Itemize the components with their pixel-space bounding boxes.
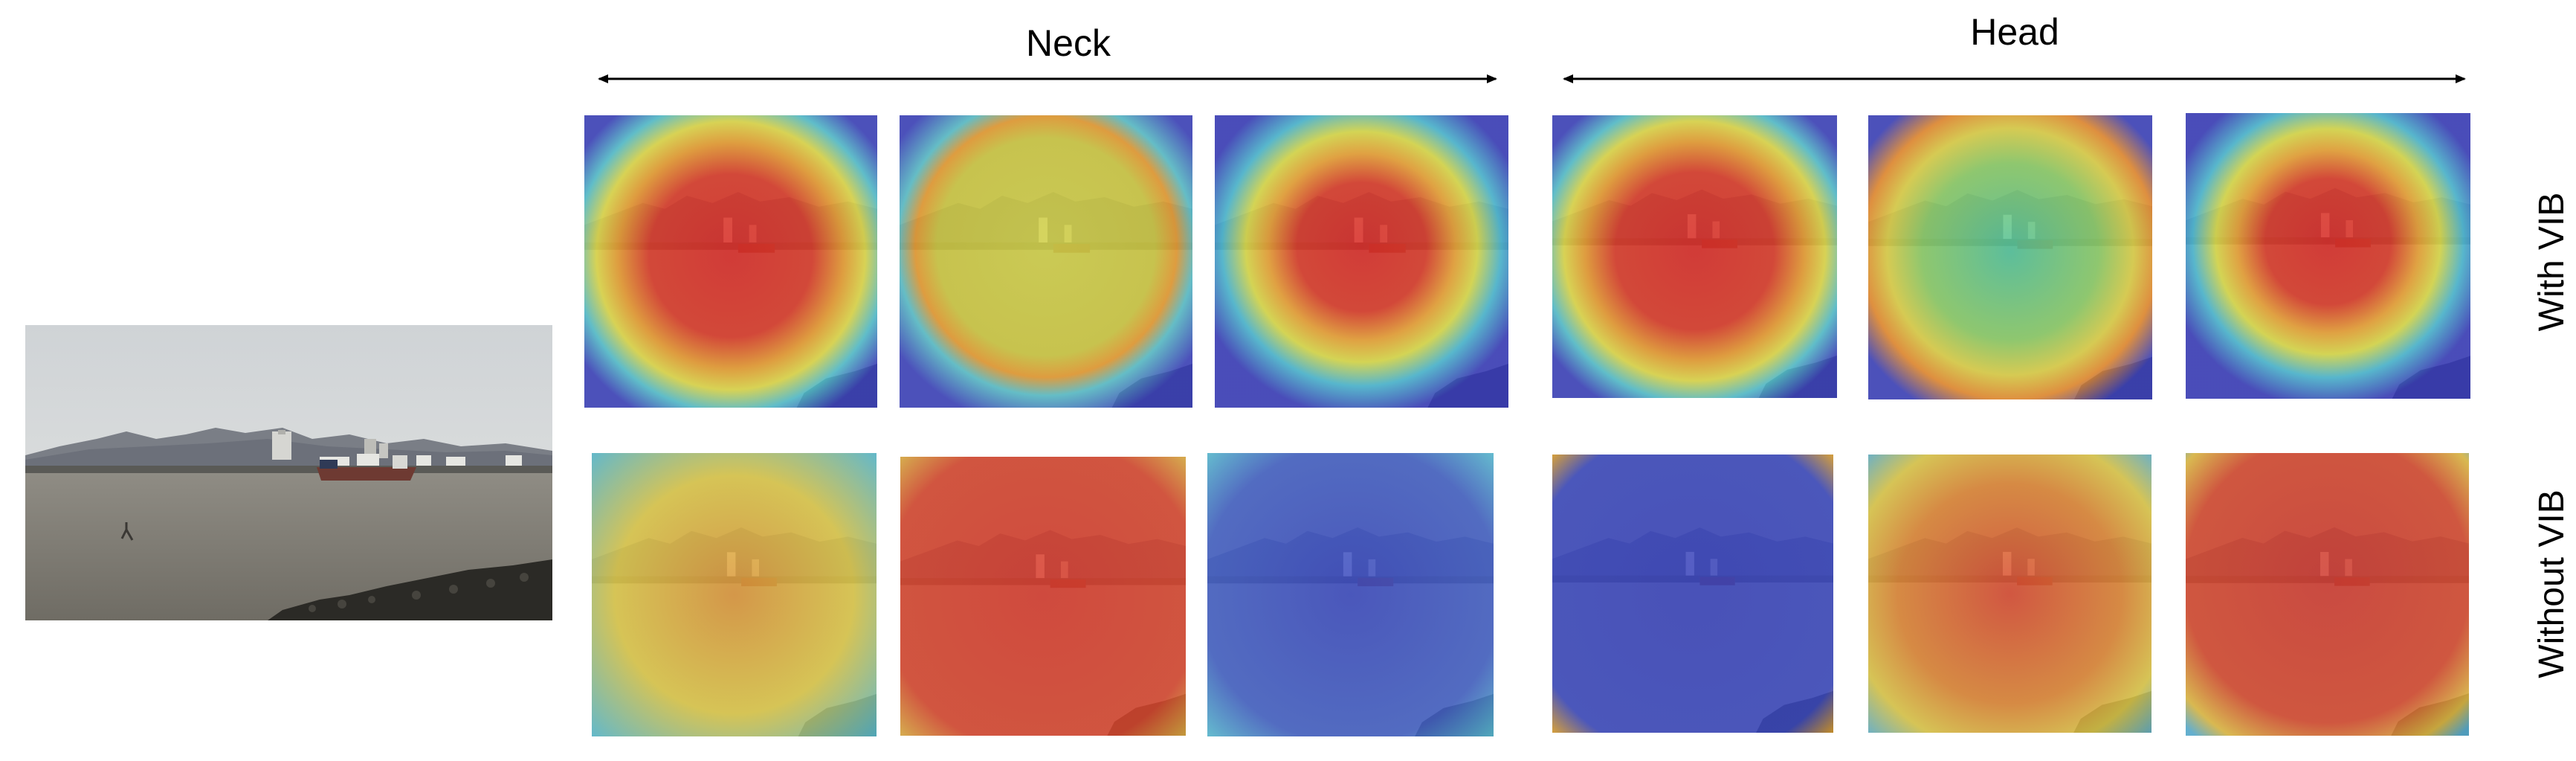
heatmap-neck-3-without: [1207, 453, 1494, 736]
heatmap-head-2-with: [1868, 115, 2152, 399]
heatmap-neck-1-with: [584, 115, 877, 408]
right-arrowhead: [2456, 74, 2466, 83]
source-image: [25, 325, 552, 620]
without-vib-label: Without VIB: [2532, 489, 2572, 678]
heatmap-neck-1-without: [592, 453, 877, 736]
neck-header: Neck: [598, 22, 1497, 83]
heatmap-neck-2-without: [900, 457, 1186, 736]
heatmap-head-1-with: [1552, 115, 1837, 398]
heatmap-head-1-without: [1552, 455, 1833, 733]
head-header: Head: [1563, 11, 2466, 83]
head-label: Head: [1970, 11, 2059, 53]
tall-building: [272, 431, 291, 460]
neck-label: Neck: [1026, 22, 1111, 64]
left-arrowhead: [598, 74, 608, 83]
cargo-ship: [317, 467, 416, 481]
heatmap-neck-3-with: [1215, 115, 1508, 408]
with-vib-label: With VIB: [2532, 193, 2572, 332]
heatmap-head-3-without: [2186, 453, 2469, 736]
heatmap-grid: [584, 113, 2470, 736]
heatmap-head-2-without: [1868, 455, 2151, 733]
right-arrowhead: [1487, 74, 1497, 83]
heatmap-head-3-with: [2186, 113, 2470, 399]
left-arrowhead: [1563, 74, 1573, 83]
heatmap-neck-2-with: [900, 115, 1192, 408]
